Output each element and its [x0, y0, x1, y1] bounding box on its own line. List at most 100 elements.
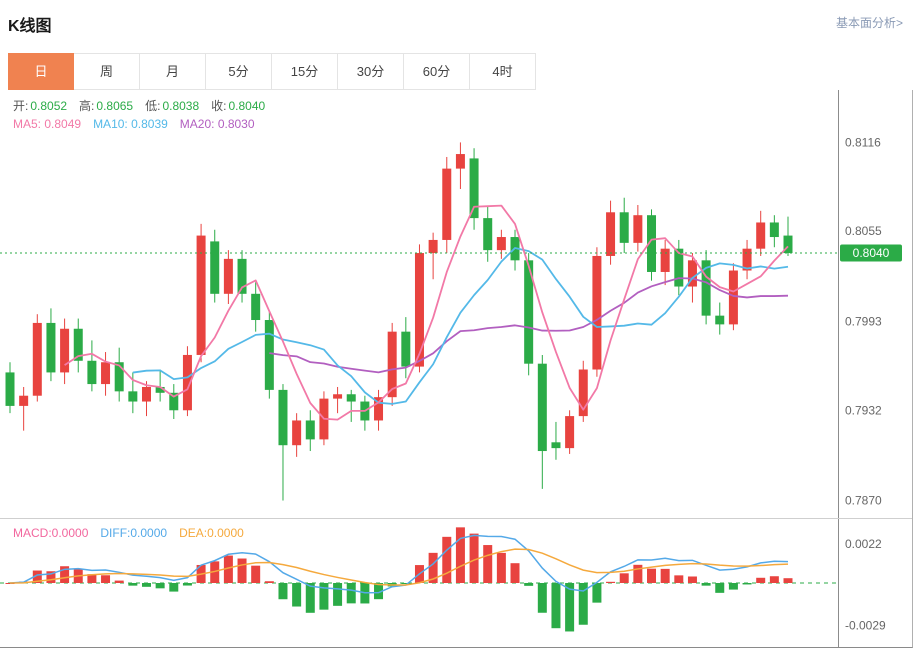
macd-bar	[510, 563, 520, 583]
candle-body	[101, 362, 111, 385]
candle-body	[455, 154, 465, 169]
macd-bar	[756, 577, 766, 583]
candle-body	[524, 260, 534, 364]
macd-bar	[701, 583, 711, 586]
macd-value: 0.0000	[51, 526, 89, 540]
ma-legend: MA5: 0.8049 MA10: 0.8039 MA20: 0.8030	[13, 117, 255, 131]
ma10-label: MA10:	[93, 117, 128, 131]
panel-divider	[0, 518, 912, 519]
candle-body	[442, 168, 452, 240]
candle-body	[537, 363, 547, 452]
low-value: 0.8038	[162, 99, 200, 113]
macd-bar	[374, 583, 384, 600]
macd-axis-tick: 0.0022	[845, 537, 882, 551]
candle-body	[728, 270, 738, 325]
macd-bar	[728, 583, 738, 590]
dea-label: DEA:	[179, 526, 208, 540]
macd-bar	[305, 583, 315, 613]
macd-bar	[606, 581, 616, 583]
macd-bar	[114, 580, 124, 583]
high-value: 0.8065	[96, 99, 134, 113]
candle-body	[496, 237, 506, 251]
macd-bar	[141, 583, 151, 587]
tab-weekly[interactable]: 周	[74, 53, 140, 90]
macd-bar	[128, 583, 138, 586]
low-label: 低:	[145, 99, 161, 113]
macd-bar	[647, 568, 657, 583]
candle-body	[565, 416, 575, 449]
dea-value: 0.0000	[207, 526, 244, 540]
tab-daily[interactable]: 日	[8, 53, 74, 90]
candle-body	[769, 222, 779, 238]
macd-label: MACD:	[13, 526, 52, 540]
open-value: 0.8052	[30, 99, 68, 113]
tab-4hour[interactable]: 4时	[470, 53, 536, 90]
macd-axis-tick: -0.0029	[845, 618, 886, 632]
candle-body	[73, 328, 83, 361]
tab-60min[interactable]: 60分	[404, 53, 470, 90]
macd-bar	[483, 545, 493, 583]
macd-bar	[101, 575, 111, 583]
macd-bar	[715, 583, 725, 593]
candle-body	[701, 260, 711, 316]
candle-body	[333, 394, 343, 399]
candle-body	[756, 222, 766, 249]
page-title: K线图	[8, 18, 52, 35]
candle-body	[264, 320, 274, 390]
candle-body	[414, 253, 424, 367]
close-value: 0.8040	[228, 99, 266, 113]
tab-15min[interactable]: 15分	[272, 53, 338, 90]
candle-body	[578, 369, 588, 417]
ma10-value: 0.8039	[131, 117, 168, 131]
ma5-value: 0.8049	[44, 117, 82, 131]
candle-body	[742, 248, 752, 271]
candle-body	[469, 158, 479, 219]
ma20-line	[269, 277, 789, 374]
macd-bar	[496, 552, 506, 583]
ma10-line	[132, 247, 789, 405]
macd-bar	[278, 583, 288, 600]
candle-body	[87, 360, 97, 385]
macd-bar	[264, 581, 274, 583]
candle-body	[483, 218, 493, 251]
macd-bar	[401, 583, 411, 584]
macd-bar	[592, 583, 602, 603]
macd-bar	[469, 533, 479, 583]
candle-body	[60, 328, 70, 373]
price-axis-tick: 0.7993	[845, 314, 882, 328]
candle-body	[114, 362, 124, 392]
tab-5min[interactable]: 5分	[206, 53, 272, 90]
fundamental-analysis-link[interactable]: 基本面分析>	[835, 16, 903, 30]
macd-bar	[551, 583, 561, 629]
candle-body	[251, 293, 261, 321]
macd-bar	[182, 583, 192, 586]
dea-line	[9, 548, 789, 586]
current-price-badge	[840, 244, 902, 262]
diff-value: 0.0000	[130, 526, 168, 540]
candle-body	[141, 386, 151, 402]
candle-body	[660, 248, 670, 272]
period-tabs: 日 周 月 5分 15分 30分 60分 4时	[8, 53, 913, 90]
diff-label: DIFF:	[100, 526, 131, 540]
ohlc-legend: 开: 0.8052 高: 0.8065 低: 0.8038 收: 0.8040	[13, 97, 277, 114]
macd-bar	[660, 568, 670, 583]
macd-bar	[537, 583, 547, 613]
candle-body	[401, 331, 411, 367]
macd-bar	[619, 573, 629, 583]
candle-body	[687, 260, 697, 287]
candle-body	[783, 235, 793, 254]
price-chart-canvas[interactable]: 0.8116 0.8055 0.7993 0.7932 0.7870 0.8040	[0, 90, 913, 518]
macd-bar	[742, 583, 752, 585]
tab-monthly[interactable]: 月	[140, 53, 206, 90]
macd-chart-canvas[interactable]: 0.0022 -0.0029	[0, 519, 913, 647]
tab-30min[interactable]: 30分	[338, 53, 404, 90]
macd-bar	[633, 564, 643, 583]
macd-bar	[674, 575, 684, 583]
macd-bar	[319, 583, 329, 610]
candle-body	[182, 354, 192, 411]
candle-body	[223, 258, 233, 294]
macd-bar	[578, 583, 588, 625]
candle-body	[278, 389, 288, 446]
candle-body	[551, 442, 561, 449]
candle-body	[715, 315, 725, 325]
